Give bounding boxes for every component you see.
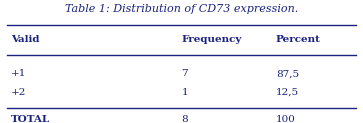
Text: +2: +2 [11, 88, 26, 97]
Text: 12,5: 12,5 [276, 88, 299, 97]
Text: Table 1: Distribution of CD73 expression.: Table 1: Distribution of CD73 expression… [65, 4, 298, 14]
Text: 87,5: 87,5 [276, 69, 299, 78]
Text: 8: 8 [182, 115, 188, 123]
Text: 1: 1 [182, 88, 188, 97]
Text: +1: +1 [11, 69, 26, 78]
Text: Frequency: Frequency [182, 35, 242, 44]
Text: Valid: Valid [11, 35, 40, 44]
Text: TOTAL: TOTAL [11, 115, 50, 123]
Text: 7: 7 [182, 69, 188, 78]
Text: Percent: Percent [276, 35, 321, 44]
Text: 100: 100 [276, 115, 296, 123]
